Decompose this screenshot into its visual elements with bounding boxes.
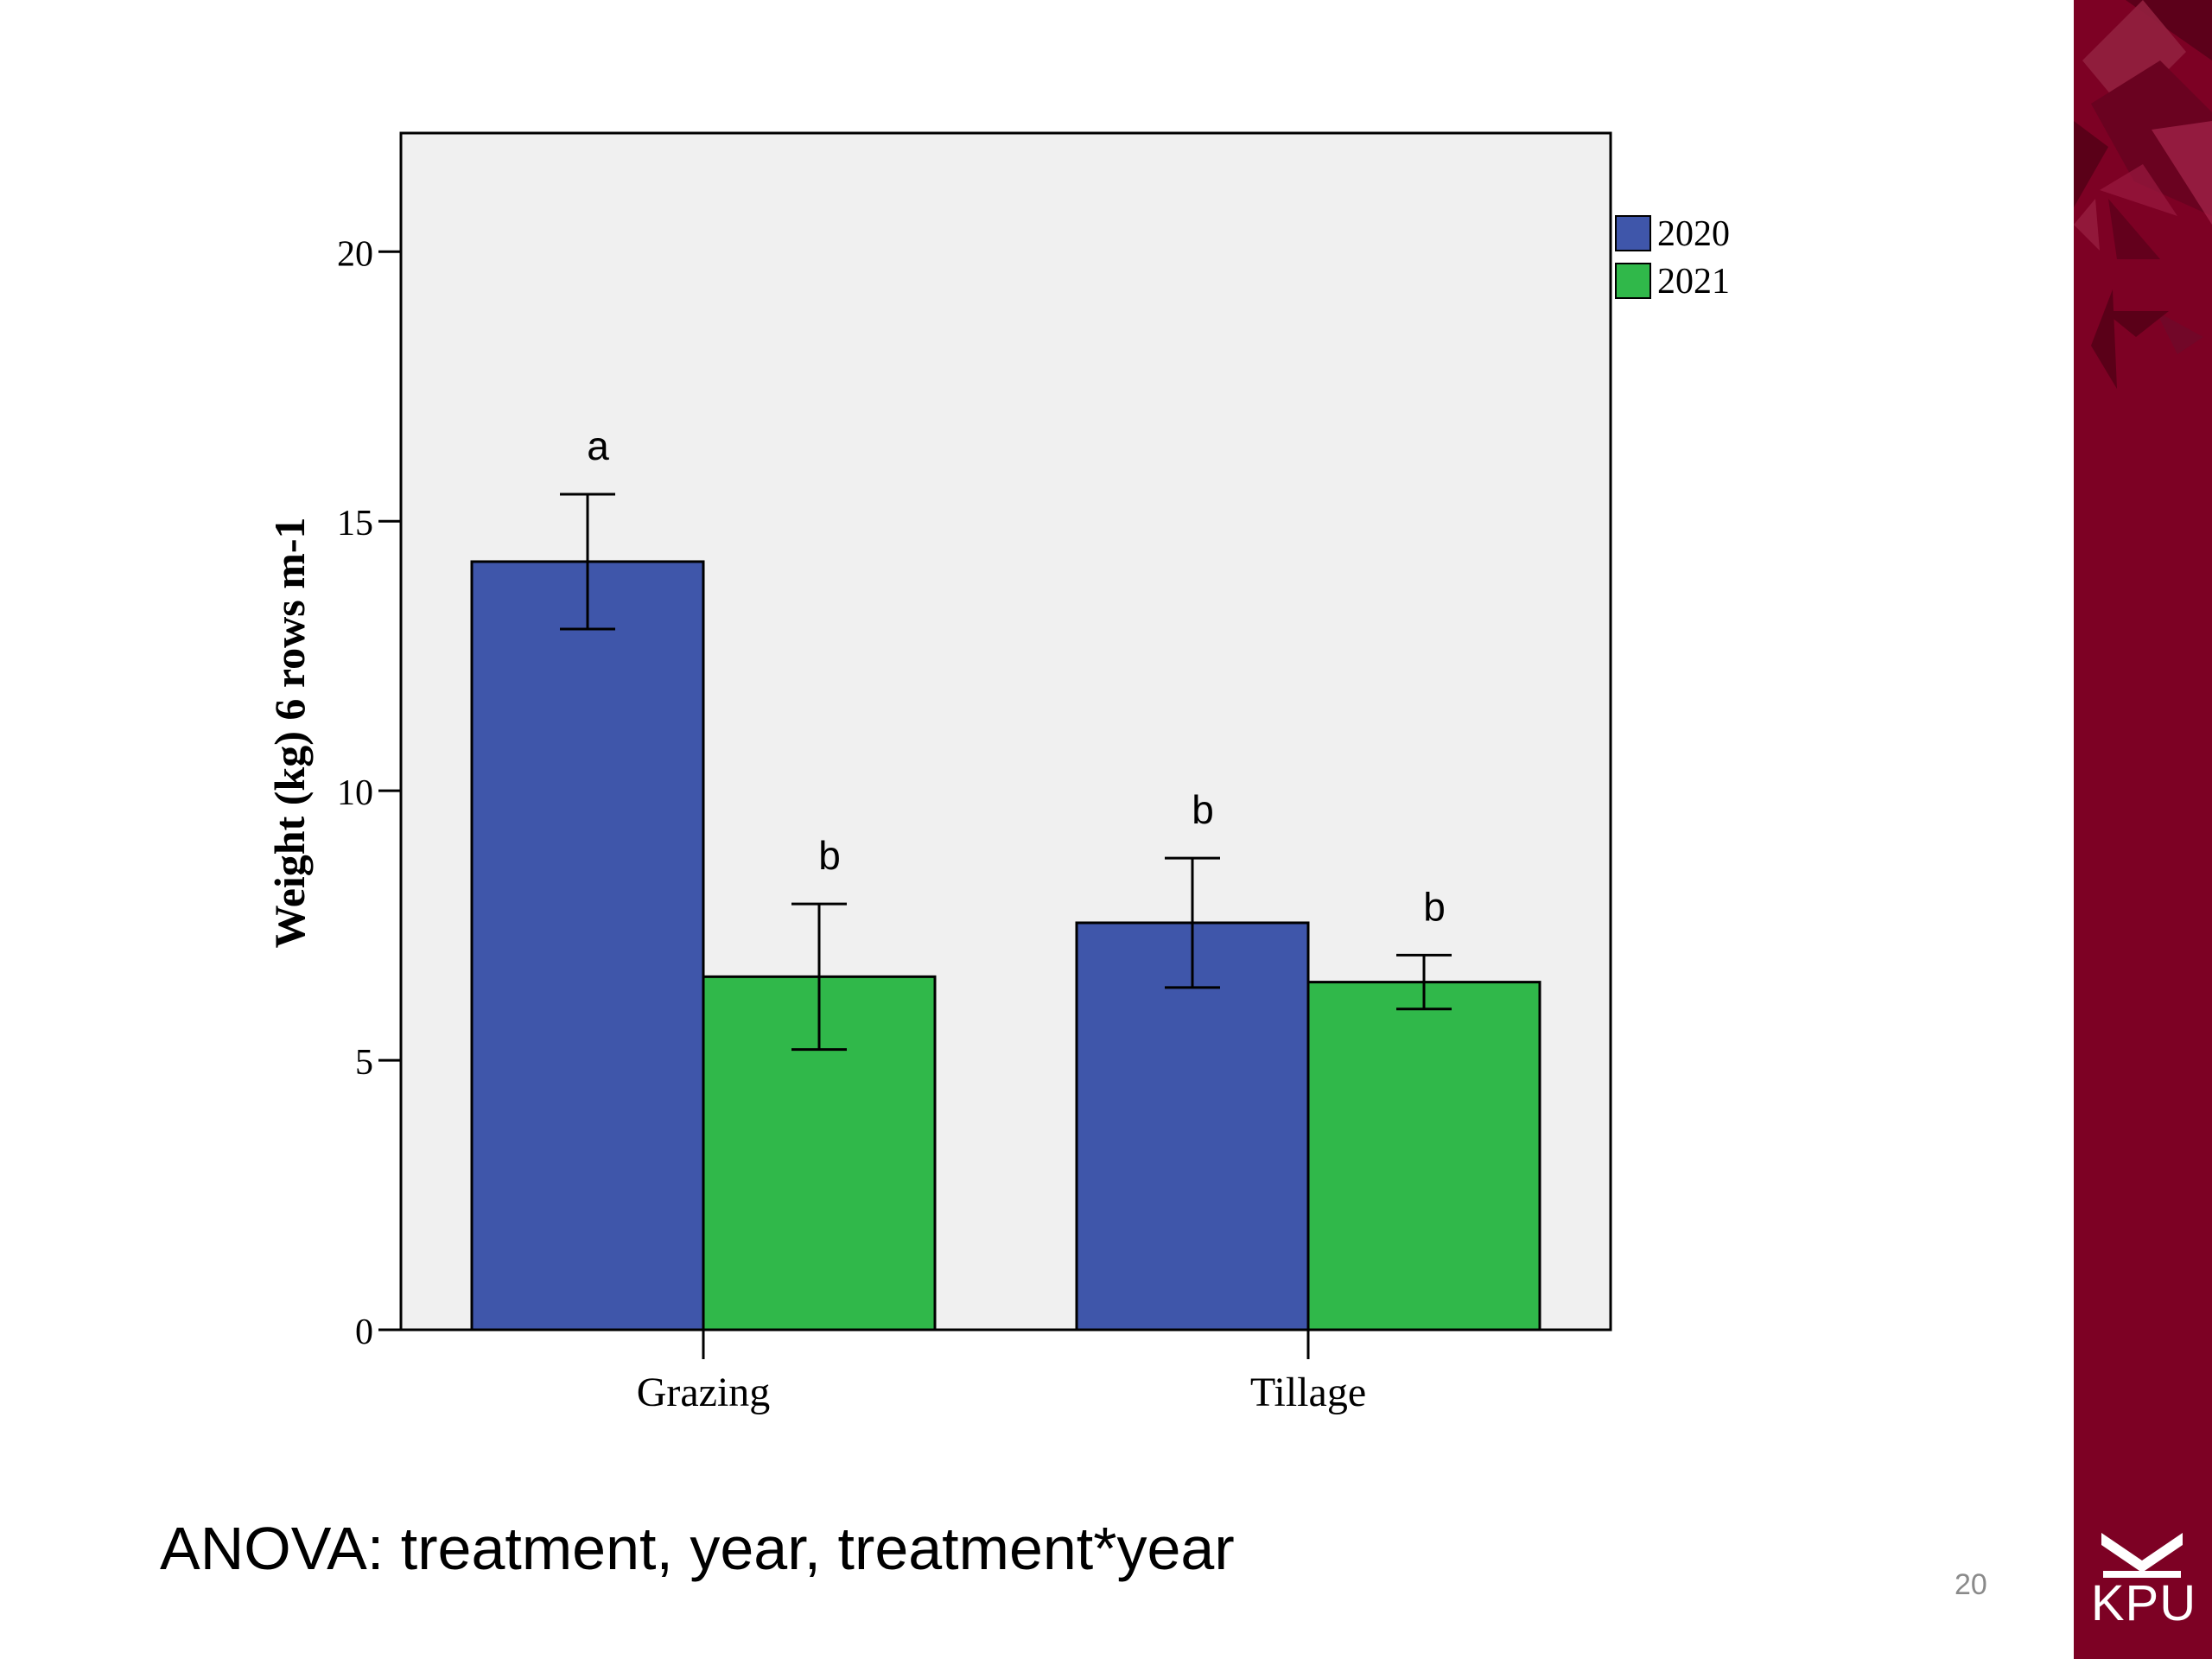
anova-caption: ANOVA: treatment, year, treatment*year (160, 1515, 1235, 1582)
geometric-pattern (2074, 0, 2212, 389)
legend-item-2020: 2020 (1615, 214, 1730, 254)
x-tick-label: Grazing (637, 1370, 771, 1415)
legend-swatch (1615, 263, 1651, 299)
error-bar-tillage-2020 (1165, 856, 1220, 989)
kpu-chevron-logo-icon (2101, 1533, 2183, 1578)
page-number: 20 (1955, 1568, 1987, 1601)
y-tick-label: 0 (355, 1313, 373, 1352)
error-bar-grazing-2020 (560, 493, 615, 631)
legend-swatch (1615, 215, 1651, 251)
significance-letter: a (587, 423, 609, 468)
y-tick-label: 20 (337, 234, 373, 274)
bar-chart: a b b b 0 5 10 15 20 Grazing Tillage 2020 2021 We… (265, 131, 1730, 1415)
significance-letter: b (818, 833, 841, 878)
x-tick-label: Tillage (1250, 1370, 1366, 1415)
bar-tillage-2021 (1306, 981, 1541, 1332)
legend-item-2021: 2021 (1615, 262, 1730, 302)
legend-label: 2021 (1657, 262, 1730, 302)
y-tick-label: 10 (337, 773, 373, 813)
error-bar-tillage-2021 (1396, 953, 1452, 1011)
y-tick-label: 5 (355, 1043, 373, 1083)
significance-letter: b (1192, 787, 1214, 832)
y-tick-label: 15 (337, 504, 373, 543)
y-axis-title: Weight (kg) 6 rows m-1 (265, 517, 314, 948)
legend-label: 2020 (1657, 214, 1730, 254)
error-bar-grazing-2021 (791, 902, 847, 1052)
kpu-logo-text: KPU (2090, 1575, 2197, 1631)
side-band (2074, 0, 2212, 1659)
bar-grazing-2020 (470, 560, 705, 1332)
significance-letter: b (1423, 884, 1446, 929)
